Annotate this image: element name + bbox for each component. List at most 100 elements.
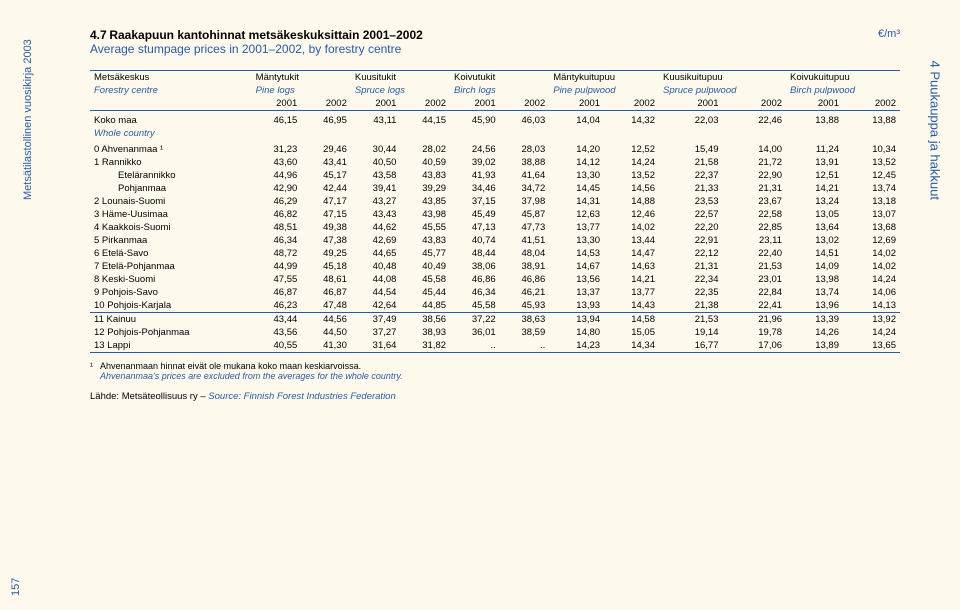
row-label: 0 Ahvenanmaa ¹ [90, 143, 252, 156]
col-year: 2001 [659, 97, 723, 111]
cell-value: 46,82 [252, 208, 302, 221]
col-group-fi: Koivutukit [450, 71, 549, 85]
cell-value: 46,95 [301, 111, 351, 128]
cell-value: 21,38 [659, 299, 723, 313]
cell-value: 14,53 [549, 247, 604, 260]
cell-value: 12,51 [786, 169, 843, 182]
cell-value: 43,98 [400, 208, 450, 221]
col-year: 2002 [301, 97, 351, 111]
cell-value: 42,90 [252, 182, 302, 195]
cell-value: 46,86 [450, 273, 500, 286]
row-label: 13 Lappi [90, 339, 252, 353]
cell-value: 40,59 [400, 156, 450, 169]
row-label: 1 Rannikko [90, 156, 252, 169]
cell-value: 14,45 [549, 182, 604, 195]
cell-value: 46,87 [301, 286, 351, 299]
cell-value: 22,57 [659, 208, 723, 221]
cell-value: 44,85 [400, 299, 450, 313]
cell-value: 49,38 [301, 221, 351, 234]
cell-value: 44,56 [301, 313, 351, 326]
cell-value: 46,87 [252, 286, 302, 299]
cell-value: 15,49 [659, 143, 723, 156]
cell-value: 37,22 [450, 313, 500, 326]
side-text-right: 4 Puukauppa ja hakkuut [927, 61, 942, 201]
cell-value: 14,02 [604, 221, 659, 234]
cell-value: 45,17 [301, 169, 351, 182]
cell-value: 13,74 [843, 182, 900, 195]
cell-value: 14,20 [549, 143, 604, 156]
cell-value: 14,23 [549, 339, 604, 353]
cell-value: 45,77 [400, 247, 450, 260]
cell-value: 19,14 [659, 326, 723, 339]
cell-value: 46,21 [500, 286, 550, 299]
row-label: Etelärannikko [90, 169, 252, 182]
cell-value: 37,49 [351, 313, 401, 326]
col-header-region-en: Forestry centre [90, 84, 252, 97]
cell-value: 45,44 [400, 286, 450, 299]
cell-value: 43,43 [351, 208, 401, 221]
page-number: 157 [10, 578, 22, 596]
cell-value: 47,15 [301, 208, 351, 221]
cell-value: 14,00 [723, 143, 787, 156]
cell-value: 13,65 [843, 339, 900, 353]
cell-value: 13,93 [549, 299, 604, 313]
cell-value: 19,78 [723, 326, 787, 339]
stumpage-price-table: MetsäkeskusMäntytukitKuusitukitKoivutuki… [90, 70, 900, 353]
cell-value: 13,89 [786, 339, 843, 353]
cell-value: 43,58 [351, 169, 401, 182]
cell-value: 13,88 [786, 111, 843, 128]
cell-value: 22,85 [723, 221, 787, 234]
col-year: 2001 [450, 97, 500, 111]
cell-value: 12,52 [604, 143, 659, 156]
cell-value: 38,59 [500, 326, 550, 339]
cell-value: 14,51 [786, 247, 843, 260]
cell-value: 13,30 [549, 169, 604, 182]
cell-value: 22,20 [659, 221, 723, 234]
cell-value: 13,52 [843, 156, 900, 169]
row-label: 5 Pirkanmaa [90, 234, 252, 247]
cell-value: 14,58 [604, 313, 659, 326]
cell-value: 13,64 [786, 221, 843, 234]
cell-value: 21,53 [723, 260, 787, 273]
cell-value: 38,91 [500, 260, 550, 273]
cell-value: 44,08 [351, 273, 401, 286]
cell-value: 22,37 [659, 169, 723, 182]
cell-value: 31,64 [351, 339, 401, 353]
row-label: 7 Etelä-Pohjanmaa [90, 260, 252, 273]
col-group-en: Birch logs [450, 84, 549, 97]
cell-value: 13,77 [604, 286, 659, 299]
row-label: 3 Häme-Uusimaa [90, 208, 252, 221]
cell-value: 38,06 [450, 260, 500, 273]
cell-value: 21,31 [659, 260, 723, 273]
cell-value: 14,04 [549, 111, 604, 128]
cell-value: .. [500, 339, 550, 353]
cell-value: 40,48 [351, 260, 401, 273]
cell-value: 14,80 [549, 326, 604, 339]
cell-value: 14,26 [786, 326, 843, 339]
cell-value: 41,30 [301, 339, 351, 353]
cell-value: 46,15 [252, 111, 302, 128]
cell-value: 13,18 [843, 195, 900, 208]
col-year: 2002 [843, 97, 900, 111]
cell-value: 39,29 [400, 182, 450, 195]
cell-value: 22,35 [659, 286, 723, 299]
cell-value: 30,44 [351, 143, 401, 156]
cell-value: 14,31 [549, 195, 604, 208]
row-label: 4 Kaakkois-Suomi [90, 221, 252, 234]
cell-value: 46,34 [450, 286, 500, 299]
cell-value: 37,27 [351, 326, 401, 339]
col-group-fi: Koivukuitupuu [786, 71, 900, 85]
row-label: 11 Kainuu [90, 313, 252, 326]
cell-value: 47,17 [301, 195, 351, 208]
cell-value: 48,61 [301, 273, 351, 286]
cell-value: 13,37 [549, 286, 604, 299]
cell-value: 42,44 [301, 182, 351, 195]
footnote: ¹ Ahvenanmaan hinnat eivät ole mukana ko… [90, 361, 900, 381]
cell-value: 22,84 [723, 286, 787, 299]
cell-value: 48,44 [450, 247, 500, 260]
cell-value: 13,91 [786, 156, 843, 169]
cell-value: 43,83 [400, 169, 450, 182]
cell-value: 48,72 [252, 247, 302, 260]
cell-value: 14,56 [604, 182, 659, 195]
cell-value: 10,34 [843, 143, 900, 156]
